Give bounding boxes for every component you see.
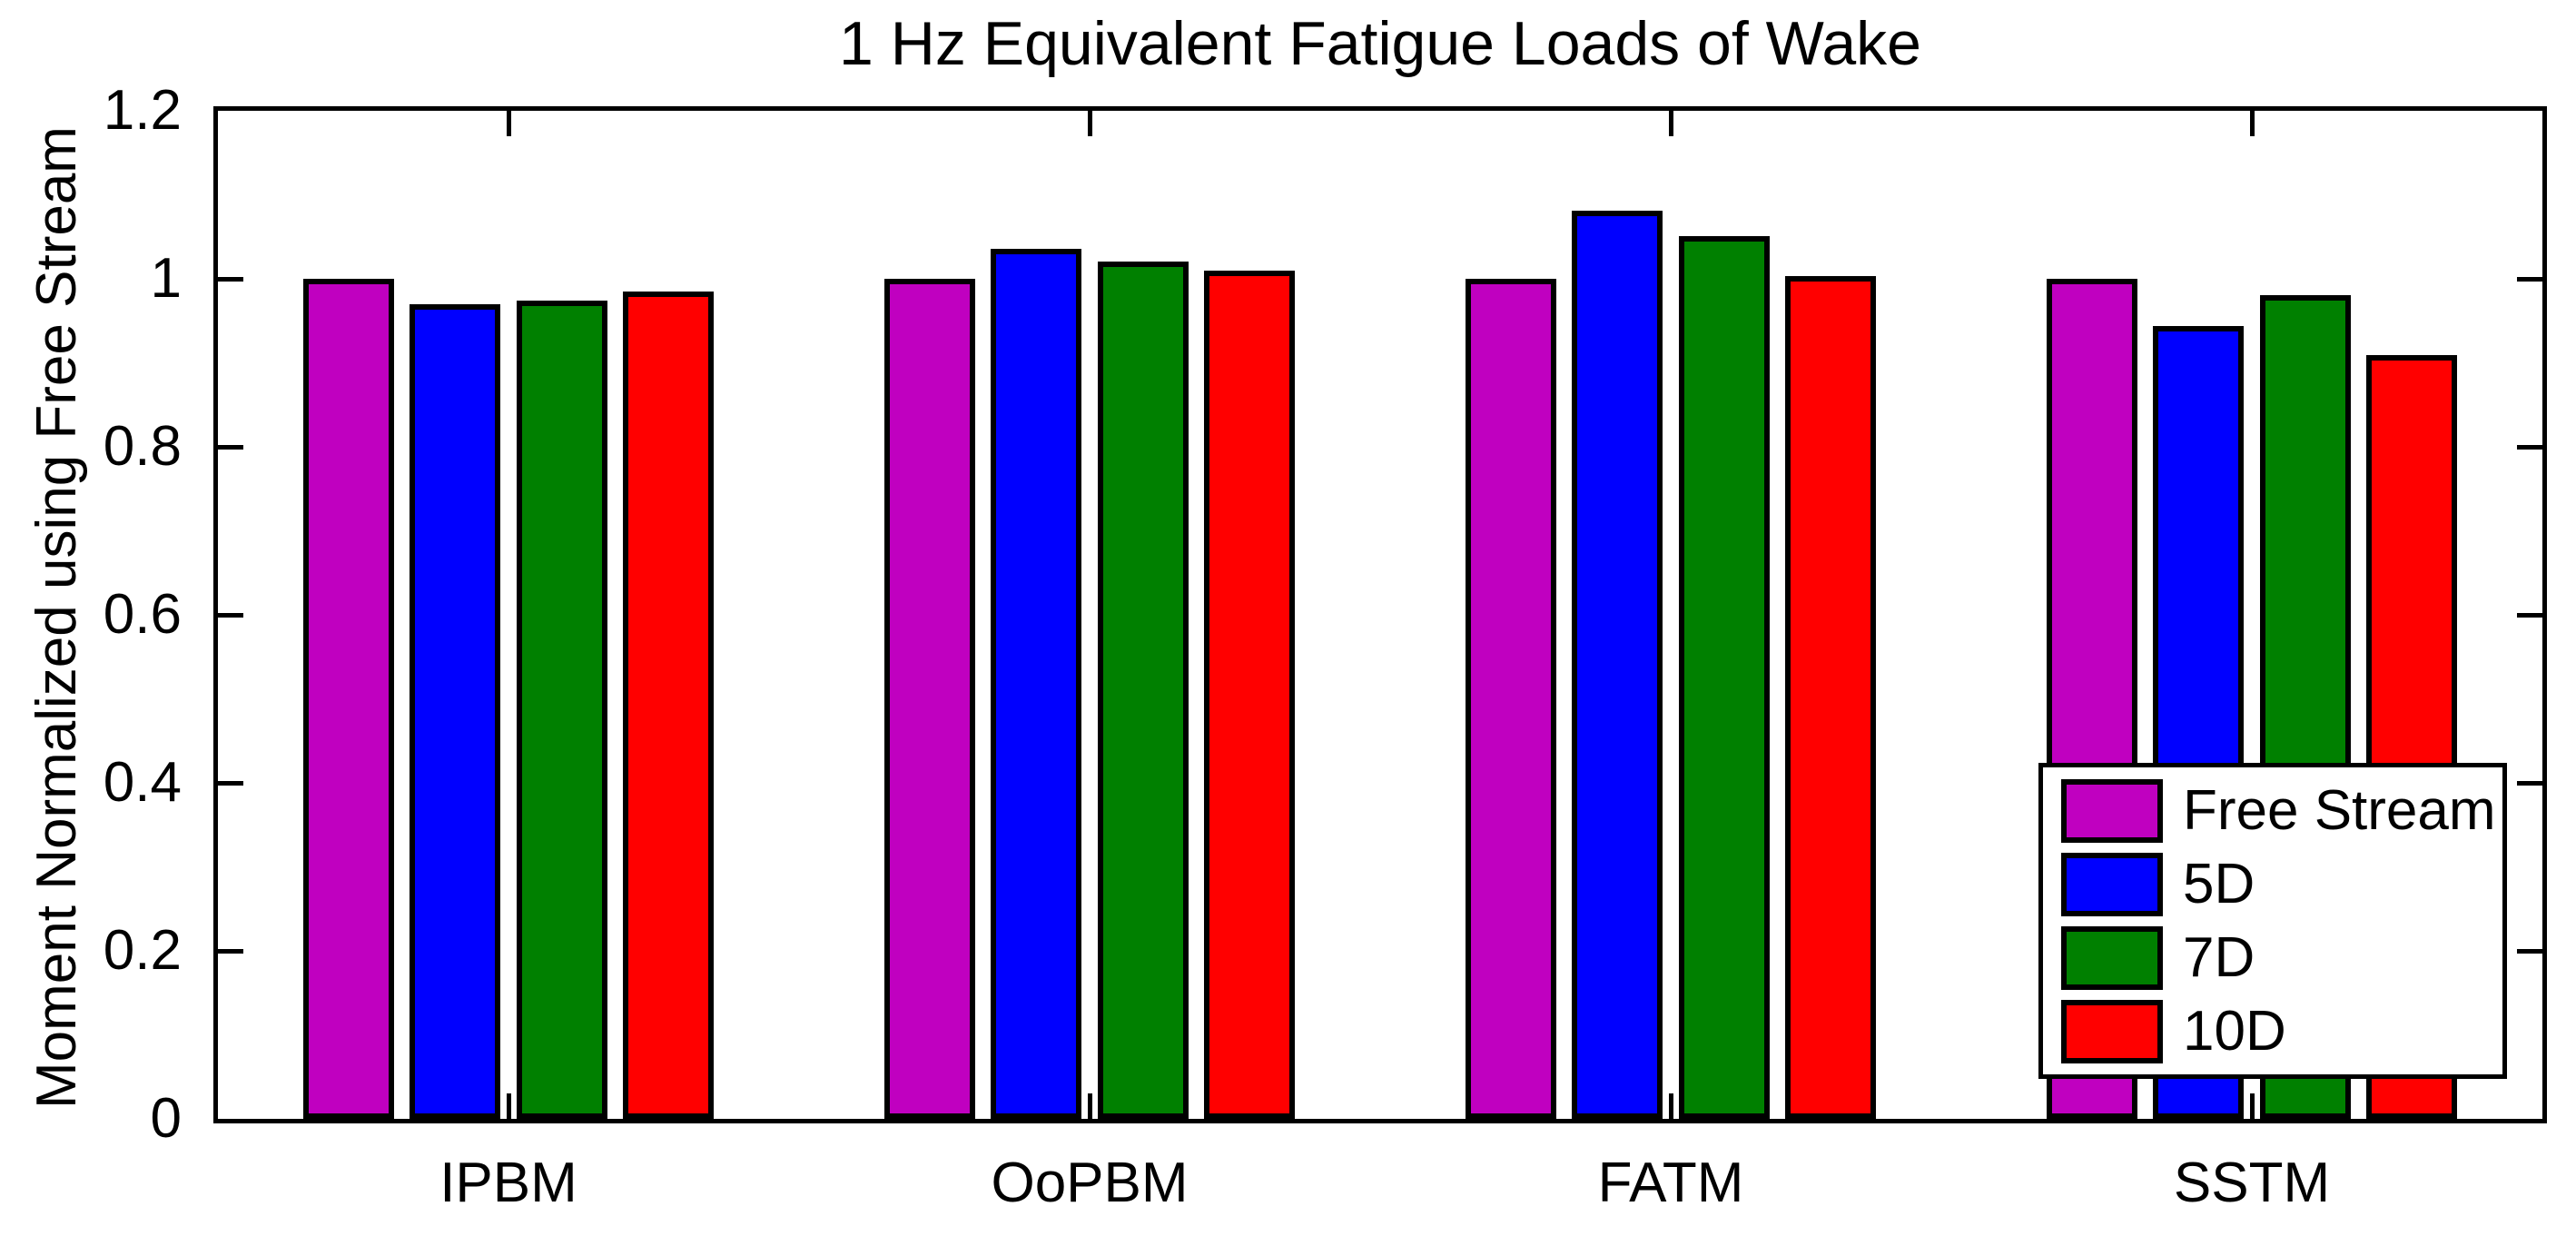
y-tick-mark <box>2517 612 2542 618</box>
x-tick-label-ipbm: IPBM <box>439 1152 577 1214</box>
y-tick-mark <box>218 948 243 954</box>
y-tick-label: 0 <box>150 1087 182 1150</box>
legend-item-free-stream: Free Stream <box>2061 774 2502 847</box>
bar-oopbm-7d <box>1097 261 1189 1119</box>
bar-ipbm-7d <box>516 301 607 1119</box>
x-tick-mark <box>1087 111 1092 136</box>
y-tick-label: 0.4 <box>103 751 182 814</box>
chart-title: 1 Hz Equivalent Fatigue Loads of Wake <box>839 9 1921 78</box>
legend-item-7d: 7D <box>2061 921 2502 994</box>
legend-swatch-free-stream <box>2061 778 2163 843</box>
bar-ipbm-free-stream <box>302 279 394 1119</box>
bar-oopbm-5d <box>991 248 1082 1119</box>
y-tick-mark <box>2517 276 2542 282</box>
y-tick-mark <box>2517 948 2542 954</box>
bar-fatm-free-stream <box>1465 279 1556 1119</box>
y-tick-label: 1.2 <box>103 79 182 142</box>
bar-fatm-7d <box>1678 235 1770 1119</box>
bar-ipbm-10d <box>623 291 715 1119</box>
legend: Free Stream 5D 7D 10D <box>2038 763 2507 1079</box>
legend-item-10d: 10D <box>2061 994 2502 1068</box>
x-tick-label-sstm: SSTM <box>2173 1152 2331 1214</box>
y-tick-mark <box>218 780 243 786</box>
x-tick-mark <box>1668 111 1673 136</box>
legend-label-10d: 10D <box>2183 999 2286 1063</box>
bar-oopbm-10d <box>1204 270 1296 1119</box>
y-tick-mark <box>218 612 243 618</box>
x-tick-mark <box>1087 1093 1092 1119</box>
y-tick-mark <box>218 444 243 450</box>
plot-area: Free Stream 5D 7D 10D <box>213 106 2547 1123</box>
bar-fatm-5d <box>1572 211 1663 1119</box>
bar-ipbm-5d <box>410 303 501 1119</box>
legend-label-7d: 7D <box>2183 925 2255 989</box>
legend-swatch-5d <box>2061 852 2163 916</box>
legend-swatch-7d <box>2061 925 2163 990</box>
x-tick-mark <box>2249 1093 2255 1119</box>
y-tick-label: 1 <box>150 247 182 310</box>
x-tick-label-oopbm: OoPBM <box>991 1152 1189 1214</box>
bar-oopbm-free-stream <box>883 279 975 1119</box>
bar-fatm-10d <box>1785 276 1877 1119</box>
x-tick-mark <box>1668 1093 1673 1119</box>
y-tick-label: 0.6 <box>103 583 182 646</box>
y-tick-mark <box>2517 444 2542 450</box>
y-tick-mark <box>2517 780 2542 786</box>
x-tick-mark <box>2249 111 2255 136</box>
legend-label-5d: 5D <box>2183 852 2255 915</box>
y-tick-label: 0.8 <box>103 415 182 478</box>
y-tick-label: 0.2 <box>103 919 182 982</box>
legend-label-free-stream: Free Stream <box>2183 778 2496 842</box>
legend-item-5d: 5D <box>2061 847 2502 921</box>
y-tick-mark <box>218 276 243 282</box>
x-tick-mark <box>506 111 511 136</box>
legend-swatch-10d <box>2061 999 2163 1063</box>
x-tick-mark <box>506 1093 511 1119</box>
x-tick-label-fatm: FATM <box>1597 1152 1744 1214</box>
